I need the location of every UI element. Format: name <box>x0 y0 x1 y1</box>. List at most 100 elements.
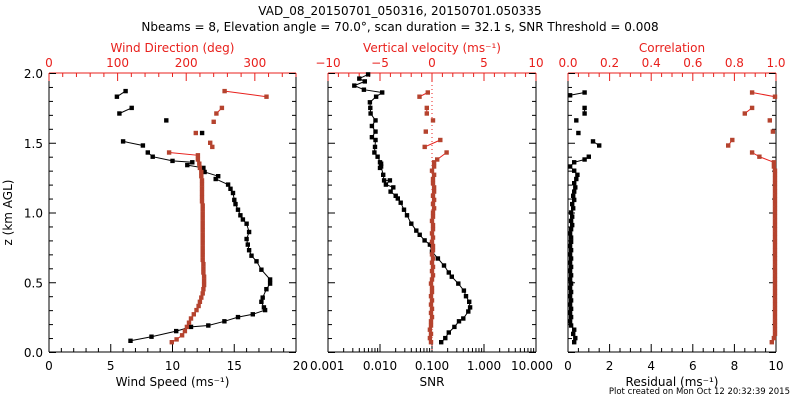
data-point <box>245 242 250 247</box>
x-top-tick-label: −5 <box>371 56 389 70</box>
data-point <box>772 264 778 270</box>
data-point <box>772 222 778 228</box>
x-bottom-tick-label: 4 <box>647 359 655 373</box>
data-point <box>772 248 778 253</box>
data-point <box>145 150 150 155</box>
data-point <box>567 294 573 299</box>
data-point <box>430 193 436 198</box>
data-point <box>404 213 410 218</box>
data-point <box>174 337 179 342</box>
data-point <box>770 129 776 134</box>
data-point <box>772 256 778 261</box>
data-point <box>211 119 216 124</box>
data-point <box>431 164 437 169</box>
data-point <box>435 157 440 162</box>
data-point <box>772 231 778 236</box>
data-point <box>574 176 579 182</box>
data-point <box>169 340 174 345</box>
data-point <box>367 100 373 105</box>
data-point <box>361 87 367 92</box>
data-point <box>398 200 403 205</box>
data-point <box>570 214 575 219</box>
x-top-tick-label: 1.0 <box>766 56 785 70</box>
data-point <box>428 331 434 337</box>
data-point <box>430 176 436 182</box>
data-point <box>568 314 574 320</box>
data-point <box>573 335 578 341</box>
data-point <box>435 256 441 261</box>
data-point <box>200 241 205 246</box>
data-point <box>431 206 437 211</box>
data-point <box>120 139 126 144</box>
data-point <box>431 189 437 194</box>
data-point <box>200 245 205 250</box>
data-point <box>772 218 778 224</box>
x-top-tick-label: 0.4 <box>642 56 661 70</box>
x-top-tick-label: 0.8 <box>725 56 744 70</box>
data-point <box>572 160 577 165</box>
data-point <box>574 118 579 123</box>
data-point <box>428 319 434 324</box>
x-top-axis-label: Vertical velocity (ms⁻¹) <box>363 41 501 55</box>
x-bottom-tick-label: 5 <box>107 359 115 373</box>
series-wind-direction <box>166 88 269 345</box>
data-point <box>365 72 371 77</box>
data-point <box>383 182 389 187</box>
data-point <box>431 197 437 203</box>
data-point <box>726 143 731 148</box>
data-point <box>742 111 747 116</box>
data-point <box>201 287 206 292</box>
data-point <box>461 288 467 293</box>
x-bottom-tick-label: 1.000 <box>467 359 501 373</box>
series-line <box>752 92 776 98</box>
x-bottom-tick-label: 10 <box>165 359 180 373</box>
data-point <box>200 207 205 212</box>
x-top-tick-label: 100 <box>106 56 129 70</box>
x-bottom-tick-label: 0.010 <box>363 359 397 373</box>
data-point <box>254 259 259 264</box>
data-point <box>259 267 264 272</box>
data-point <box>429 168 435 173</box>
data-point <box>772 314 778 320</box>
data-point <box>387 178 393 183</box>
data-point <box>200 257 205 263</box>
data-point <box>772 193 778 198</box>
data-point <box>201 266 206 271</box>
x-top-tick-label: 0.0 <box>558 56 577 70</box>
x-bottom-tick-label: 10.000 <box>511 359 553 373</box>
series-wind-speed <box>114 88 273 343</box>
data-point <box>429 239 435 244</box>
data-point <box>393 193 398 198</box>
data-point <box>572 181 577 186</box>
data-point <box>427 335 433 341</box>
data-point <box>430 201 436 207</box>
data-point <box>769 340 774 345</box>
data-point <box>772 260 778 265</box>
data-point <box>200 203 205 208</box>
data-point <box>233 201 238 207</box>
data-point <box>571 193 576 198</box>
data-point <box>199 182 205 187</box>
data-point <box>199 195 205 200</box>
panel-right: 0 2 4 6 8 10 Residual (ms⁻¹) 0.0 0.2 0.4 0.6 0.8 1.0… <box>558 41 785 389</box>
data-point <box>235 207 241 212</box>
x-bottom-tick-label: 0 <box>45 359 53 373</box>
data-point <box>261 305 267 310</box>
data-point <box>568 235 574 240</box>
x-bottom-tick-label: 20 <box>293 359 308 373</box>
x-bottom-axis-label: Wind Speed (ms⁻¹) <box>116 375 230 389</box>
x-top-tick-label: 0.2 <box>600 56 619 70</box>
data-point <box>772 172 778 177</box>
data-point <box>201 274 207 279</box>
series-line <box>169 152 205 343</box>
data-point <box>184 324 190 330</box>
data-point <box>166 150 172 155</box>
data-point <box>149 334 154 339</box>
data-point <box>199 295 204 300</box>
data-point <box>430 256 436 261</box>
y-tick-label: 2.0 <box>24 67 43 81</box>
data-point <box>214 111 219 116</box>
data-point <box>150 154 155 159</box>
data-point <box>590 139 596 144</box>
